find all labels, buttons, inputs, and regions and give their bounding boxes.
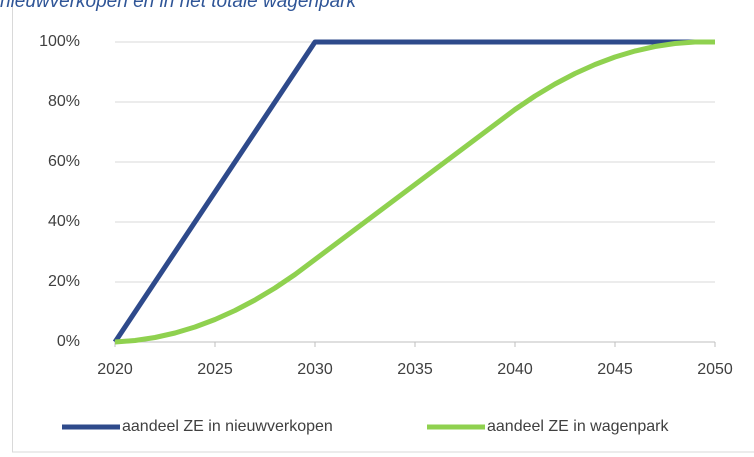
x-tick-label: 2040	[497, 361, 533, 378]
y-tick-label: 20%	[48, 273, 80, 290]
legend-label: aandeel ZE in nieuwverkopen	[122, 418, 333, 435]
series-line	[114, 39, 715, 345]
y-tick-label: 80%	[48, 93, 80, 110]
chart-title: nieuwverkopen en in het totale wagenpark	[0, 0, 357, 12]
x-tick-label: 2035	[397, 361, 433, 378]
x-tick-label: 2050	[697, 361, 733, 378]
x-tick-label: 2025	[197, 361, 233, 378]
y-tick-label: 40%	[48, 213, 80, 230]
y-tick-label: 60%	[48, 153, 80, 170]
chart-frame	[12, 0, 754, 453]
y-tick-label: 0%	[57, 333, 80, 350]
x-tick-label: 2045	[597, 361, 633, 378]
legend-label: aandeel ZE in wagenpark	[487, 418, 669, 435]
series-line	[112, 39, 715, 344]
x-tick-label: 2030	[297, 361, 333, 378]
x-tick-label: 2020	[97, 361, 133, 378]
y-tick-label: 100%	[39, 33, 80, 50]
